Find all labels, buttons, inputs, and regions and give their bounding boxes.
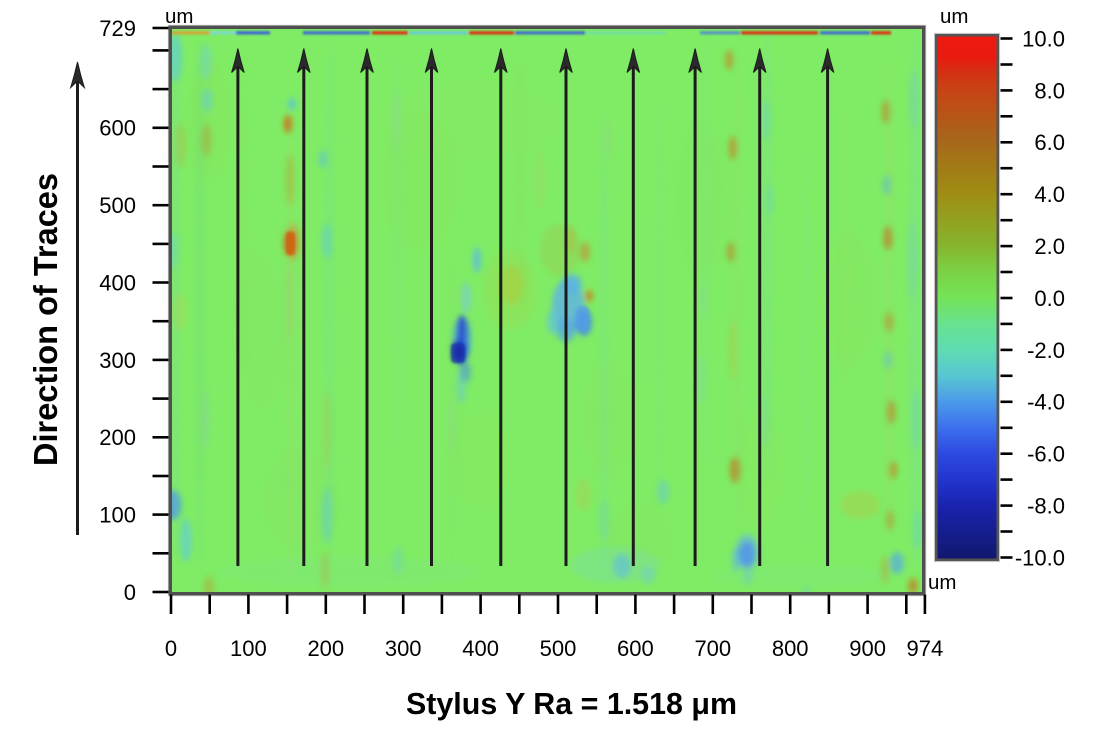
svg-text:900: 900 <box>849 636 886 661</box>
svg-text:100: 100 <box>99 503 136 528</box>
svg-text:0.0: 0.0 <box>1034 286 1065 311</box>
svg-text:200: 200 <box>307 636 344 661</box>
svg-text:-2.0: -2.0 <box>1027 338 1065 363</box>
svg-text:700: 700 <box>694 636 731 661</box>
svg-text:10.0: 10.0 <box>1022 26 1065 51</box>
svg-text:300: 300 <box>385 636 422 661</box>
svg-text:um: um <box>940 5 968 28</box>
svg-text:0: 0 <box>165 636 177 661</box>
svg-text:6.0: 6.0 <box>1034 130 1065 155</box>
svg-text:500: 500 <box>99 193 136 218</box>
svg-text:um: um <box>165 5 193 28</box>
svg-text:800: 800 <box>772 636 809 661</box>
svg-text:2.0: 2.0 <box>1034 234 1065 259</box>
svg-text:um: um <box>928 571 956 594</box>
svg-text:600: 600 <box>617 636 654 661</box>
svg-text:-6.0: -6.0 <box>1027 442 1065 467</box>
svg-text:729: 729 <box>99 16 136 41</box>
svg-text:Direction of Traces: Direction of Traces <box>27 173 64 466</box>
svg-text:0: 0 <box>124 580 136 605</box>
svg-text:-4.0: -4.0 <box>1027 390 1065 415</box>
svg-text:600: 600 <box>99 116 136 141</box>
svg-text:100: 100 <box>230 636 267 661</box>
svg-text:500: 500 <box>540 636 577 661</box>
svg-text:8.0: 8.0 <box>1034 78 1065 103</box>
svg-text:-8.0: -8.0 <box>1027 494 1065 519</box>
svg-text:200: 200 <box>99 425 136 450</box>
svg-text:974: 974 <box>907 636 944 661</box>
svg-text:-10.0: -10.0 <box>1015 545 1065 570</box>
svg-text:4.0: 4.0 <box>1034 182 1065 207</box>
svg-text:400: 400 <box>462 636 499 661</box>
svg-text:400: 400 <box>99 270 136 295</box>
svg-text:Stylus Y Ra = 1.518 μm: Stylus Y Ra = 1.518 μm <box>406 686 737 721</box>
svg-text:300: 300 <box>99 348 136 373</box>
